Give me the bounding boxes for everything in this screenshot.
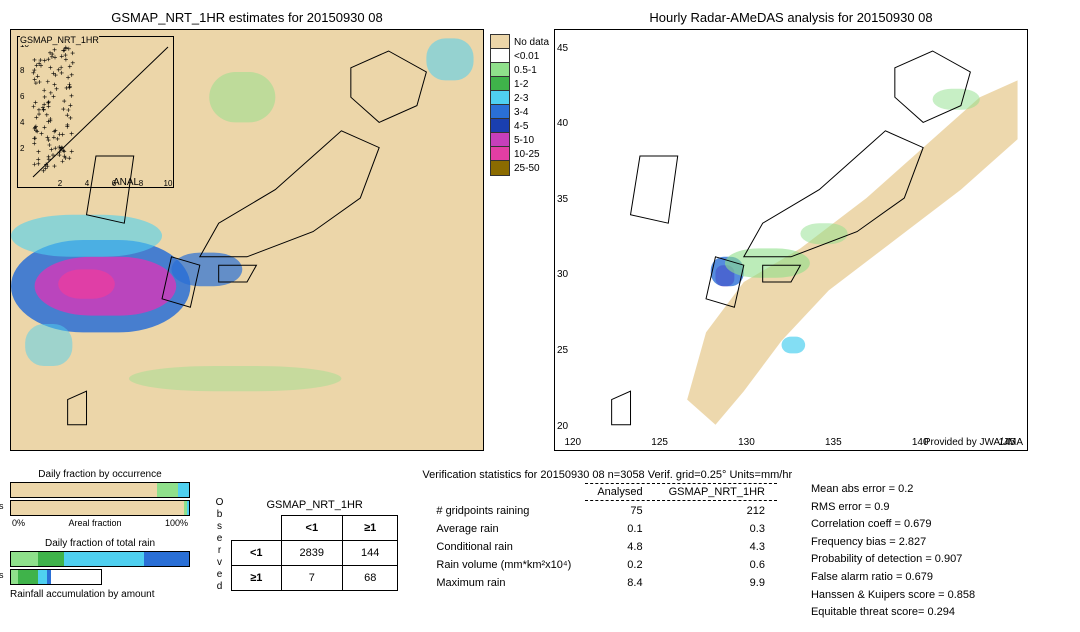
right-map: Provided by JWA/JMA 12012513013514014545… [554,29,1028,451]
frac-tot-footer: Rainfall accumulation by amount [10,589,190,600]
legend-entry: <0.01 [490,49,552,63]
stat-table: AnalysedGSMAP_NRT_1HR# gridpoints rainin… [422,481,779,593]
metrics-list: Mean abs error = 0.2RMS error = 0.9Corre… [811,481,975,622]
verification-block: Verification statistics for 20150930 08 … [422,469,1070,622]
frac-tot-title: Daily fraction of total rain [10,538,190,549]
svg-text:10: 10 [164,179,173,187]
metric-line: Probability of detection = 0.907 [811,551,975,569]
metric-line: RMS error = 0.9 [811,499,975,517]
metric-line: Equitable threat score= 0.294 [811,604,975,622]
legend-entry: 25-50 [490,161,552,175]
stats-columns: AnalysedGSMAP_NRT_1HR# gridpoints rainin… [422,481,1070,622]
svg-text:4: 4 [85,179,90,187]
stat-table-wrap: AnalysedGSMAP_NRT_1HR# gridpoints rainin… [422,481,779,622]
metric-line: False alarm ratio = 0.679 [811,569,975,587]
contingency-side-label: Observed [214,497,225,593]
svg-text:8: 8 [139,179,144,187]
tot-est-bar: Est [10,551,190,567]
svg-text:6: 6 [20,92,25,101]
fraction-column: Daily fraction by occurrence Est Obs 0% … [10,469,190,622]
contingency-title: GSMAP_NRT_1HR [231,499,398,511]
contingency-table-block: GSMAP_NRT_1HR <1≥1<12839144≥1768 [231,499,398,591]
fraction-occurrence: Daily fraction by occurrence Est Obs 0% … [10,469,190,528]
fraction-total: Daily fraction of total rain Est Obs Rai… [10,538,190,600]
legend-entry: 4-5 [490,119,552,133]
legend-entry: No data [490,35,552,49]
right-map-title: Hourly Radar-AMeDAS analysis for 2015093… [554,10,1028,25]
occ-obs-bar: Obs [10,500,190,516]
legend-entry: 10-25 [490,147,552,161]
scatter-inset: GSMAP_NRT_1HR224466881010ANAL [17,36,174,188]
metric-line: Hanssen & Kuipers score = 0.858 [811,587,975,605]
left-map-panel: GSMAP_NRT_1HR estimates for 20150930 08 … [10,10,484,451]
frac-occ-title: Daily fraction by occurrence [10,469,190,480]
maps-row: GSMAP_NRT_1HR estimates for 20150930 08 … [10,10,1070,451]
occ-est-bar: Est [10,482,190,498]
legend-entry: 1-2 [490,77,552,91]
svg-text:8: 8 [20,66,25,75]
legend-entry: 2-3 [490,91,552,105]
color-legend: No data<0.010.5-11-22-33-44-55-1010-2525… [490,35,552,175]
tot-obs-bar: Obs [10,569,102,585]
legend-entry: 3-4 [490,105,552,119]
contingency-table: <1≥1<12839144≥1768 [231,515,398,591]
occ-axis: 0% Areal fraction 100% [10,518,190,528]
metric-line: Mean abs error = 0.2 [811,481,975,499]
svg-text:2: 2 [58,179,63,187]
left-map-title: GSMAP_NRT_1HR estimates for 20150930 08 [10,10,484,25]
svg-text:2: 2 [20,144,25,153]
svg-text:4: 4 [20,118,25,127]
legend-entry: 5-10 [490,133,552,147]
svg-text:ANAL: ANAL [113,177,140,187]
metric-line: Correlation coeff = 0.679 [811,516,975,534]
legend-entry: 0.5-1 [490,63,552,77]
bottom-row: Daily fraction by occurrence Est Obs 0% … [10,469,1070,622]
verif-header: Verification statistics for 20150930 08 … [422,469,1070,481]
left-map: GSMAP_NRT_1HR224466881010ANAL [10,29,484,451]
metric-line: Frequency bias = 2.827 [811,534,975,552]
contingency-wrap: Observed GSMAP_NRT_1HR <1≥1<12839144≥176… [214,469,398,622]
right-map-panel: Hourly Radar-AMeDAS analysis for 2015093… [554,10,1028,451]
